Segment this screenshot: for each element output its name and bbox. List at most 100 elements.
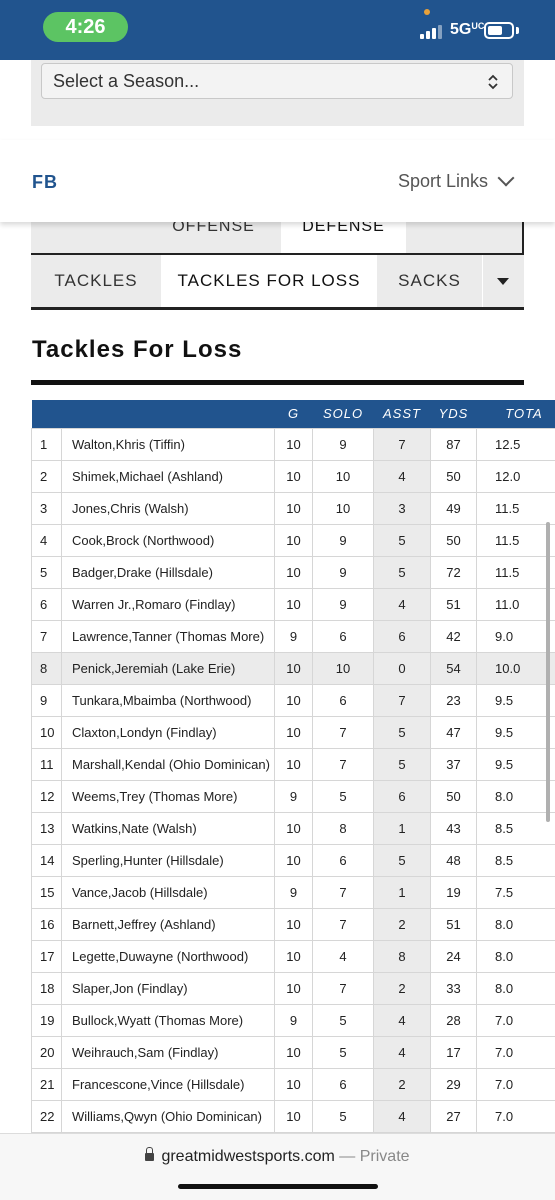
table-row: 2 Shimek,Michael (Ashland) 10 10 4 50 12.0 [31,459,555,493]
cell-solo: 4 [312,939,374,973]
cell-player-name[interactable]: Walton,Khris (Tiffin) [61,427,275,461]
cell-player-name[interactable]: Penick,Jeremiah (Lake Erie) [61,651,275,685]
cell-rank: 7 [31,619,62,653]
cell-asst: 2 [373,907,431,941]
private-mode-label: Private [359,1148,410,1165]
cell-yds: 27 [430,1099,477,1133]
col-header-games[interactable]: G [287,406,300,422]
title-rule [31,380,524,385]
cell-player-name[interactable]: Cook,Brock (Northwood) [61,523,275,557]
status-bar: 4:26 5GUC [0,0,555,60]
cell-player-name[interactable]: Barnett,Jeffrey (Ashland) [61,907,275,941]
cell-asst: 4 [373,1099,431,1133]
table-row: 4 Cook,Brock (Northwood) 10 9 5 50 11.5 [31,523,555,557]
tab-tackles-for-loss[interactable]: TACKLES FOR LOSS [161,255,377,307]
cell-asst: 2 [373,971,431,1005]
more-tabs-dropdown-icon[interactable] [482,255,524,307]
cell-player-name[interactable]: Watkins,Nate (Walsh) [61,811,275,845]
cell-solo: 7 [312,747,374,781]
cell-games: 10 [274,651,313,685]
cell-solo: 7 [312,907,374,941]
network-type-label: 5GUC [450,21,485,38]
cell-player-name[interactable]: Jones,Chris (Walsh) [61,491,275,525]
cell-yds: 24 [430,939,477,973]
cell-rank: 18 [31,971,62,1005]
cell-asst: 4 [373,459,431,493]
cell-asst: 5 [373,523,431,557]
cell-games: 10 [274,555,313,589]
cell-yds: 37 [430,747,477,781]
table-header-row: G SOLO ASST YDS TOTA [31,400,555,428]
cell-solo: 5 [312,1099,374,1133]
cell-player-name[interactable]: Weems,Trey (Thomas More) [61,779,275,813]
home-indicator[interactable] [178,1184,378,1189]
col-header-solo[interactable]: SOLO [322,406,364,422]
cell-games: 9 [274,779,313,813]
table-row: 21 Francescone,Vince (Hillsdale) 10 6 2 29 7.0 [31,1067,555,1101]
scrollbar[interactable] [546,522,550,822]
table-row: 8 Penick,Jeremiah (Lake Erie) 10 10 0 54 10.0 [31,651,555,685]
cell-rank: 5 [31,555,62,589]
page-title: Tackles For Loss [32,336,243,363]
tab-tackles[interactable]: TACKLES [54,271,138,290]
cell-player-name[interactable]: Bullock,Wyatt (Thomas More) [61,1003,275,1037]
cell-rank: 6 [31,587,62,621]
cell-games: 10 [274,523,313,557]
cell-games: 10 [274,843,313,877]
cell-player-name[interactable]: Badger,Drake (Hillsdale) [61,555,275,589]
address-bar-url[interactable]: greatmidwestsports.com — Private [0,1147,555,1166]
cell-player-name[interactable]: Lawrence,Tanner (Thomas More) [61,619,275,653]
cell-games: 10 [274,1099,313,1133]
chevron-down-icon[interactable] [497,169,515,187]
table-row: 5 Badger,Drake (Hillsdale) 10 9 5 72 11.5 [31,555,555,589]
cell-player-name[interactable]: Slaper,Jon (Findlay) [61,971,275,1005]
cell-yds: 33 [430,971,477,1005]
table-row: 12 Weems,Trey (Thomas More) 9 5 6 50 8.0 [31,779,555,813]
cellular-signal-icon [420,25,442,39]
cell-total: 11.5 [476,523,555,557]
cell-player-name[interactable]: Weihrauch,Sam (Findlay) [61,1035,275,1069]
clock-time[interactable]: 4:26 [43,12,128,42]
cell-total: 8.0 [476,779,555,813]
cell-player-name[interactable]: Williams,Qwyn (Ohio Dominican) [61,1099,275,1133]
col-header-total[interactable]: TOTA [505,406,543,422]
cell-total: 7.0 [476,1067,555,1101]
stats-table-container[interactable]: G SOLO ASST YDS TOTA 1 Walton,Khris (Tiff… [31,400,555,1135]
cell-player-name[interactable]: Legette,Duwayne (Northwood) [61,939,275,973]
col-header-rank [32,400,62,428]
cell-total: 10.0 [476,651,555,685]
table-row: 14 Sperling,Hunter (Hillsdale) 10 6 5 48 8.5 [31,843,555,877]
cell-rank: 13 [31,811,62,845]
cell-games: 10 [274,1067,313,1101]
cell-total: 9.5 [476,747,555,781]
cell-total: 11.0 [476,587,555,621]
cell-player-name[interactable]: Warren Jr.,Romaro (Findlay) [61,587,275,621]
table-row: 3 Jones,Chris (Walsh) 10 10 3 49 11.5 [31,491,555,525]
cell-asst: 7 [373,427,431,461]
tab-offense[interactable]: OFFENSE [172,218,255,235]
col-header-yds[interactable]: YDS [438,406,469,422]
cell-player-name[interactable]: Francescone,Vince (Hillsdale) [61,1067,275,1101]
cell-asst: 6 [373,619,431,653]
updown-chevron-icon [486,72,500,92]
cell-player-name[interactable]: Shimek,Michael (Ashland) [61,459,275,493]
table-row: 7 Lawrence,Tanner (Thomas More) 9 6 6 42 9.0 [31,619,555,653]
cell-games: 10 [274,715,313,749]
cell-player-name[interactable]: Vance,Jacob (Hillsdale) [61,875,275,909]
cell-player-name[interactable]: Marshall,Kendal (Ohio Dominican) [61,747,275,781]
cell-player-name[interactable]: Sperling,Hunter (Hillsdale) [61,843,275,877]
sport-label[interactable]: FB [32,172,58,192]
cell-yds: 48 [430,843,477,877]
sport-links-button[interactable]: Sport Links [398,171,489,191]
cell-player-name[interactable]: Tunkara,Mbaimba (Northwood) [61,683,275,717]
season-select[interactable]: Select a Season... [41,63,513,99]
tab-sacks[interactable]: SACKS [398,271,461,290]
cell-asst: 2 [373,1067,431,1101]
cell-player-name[interactable]: Claxton,Londyn (Findlay) [61,715,275,749]
cell-asst: 4 [373,1035,431,1069]
cell-rank: 14 [31,843,62,877]
cell-rank: 16 [31,907,62,941]
cell-games: 10 [274,587,313,621]
cell-solo: 9 [312,587,374,621]
col-header-asst[interactable]: ASST [383,406,421,422]
